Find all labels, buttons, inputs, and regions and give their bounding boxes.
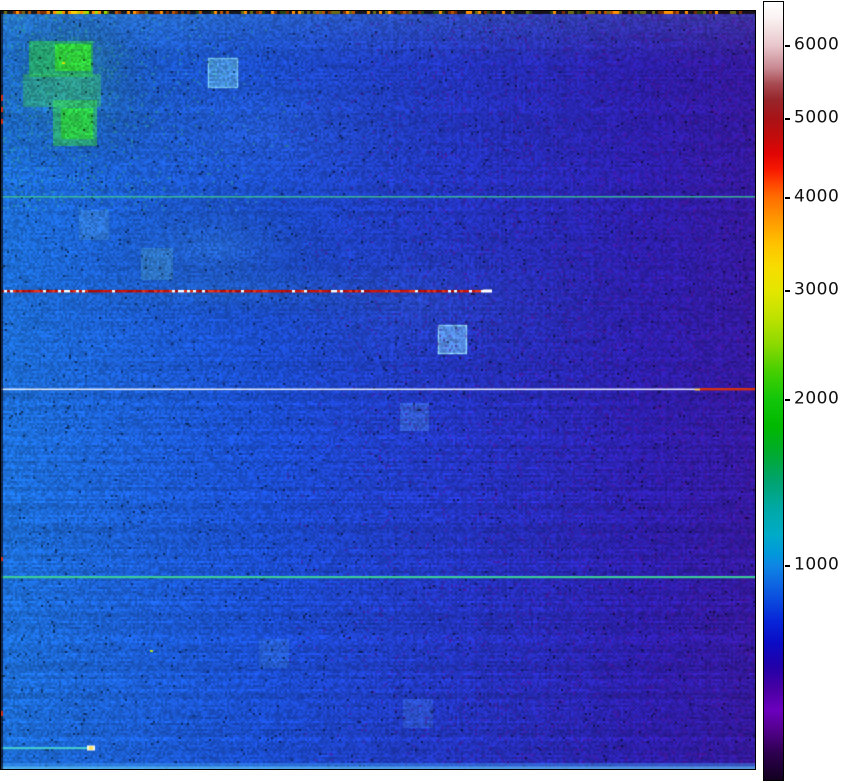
colorbar xyxy=(763,1,784,781)
colorbar-tick-mark xyxy=(785,399,790,401)
colorbar-tick-mark xyxy=(785,290,790,292)
colorbar-tick-label: 1000 xyxy=(794,554,840,575)
plot-frame xyxy=(0,10,756,770)
colorbar-tick-label: 2000 xyxy=(794,388,840,409)
colorbar-tick-label: 4000 xyxy=(794,186,840,207)
colorbar-tick-mark xyxy=(785,565,790,567)
colorbar-gradient xyxy=(764,2,783,780)
colorbar-tick-mark xyxy=(785,45,790,47)
colorbar-tick-mark xyxy=(785,197,790,199)
colorbar-tick-label: 5000 xyxy=(794,107,840,128)
colorbar-tick-label: 3000 xyxy=(794,279,840,300)
colorbar-tick-mark xyxy=(785,118,790,120)
colorbar-tick-label: 6000 xyxy=(794,34,840,55)
heatmap-canvas xyxy=(1,11,755,769)
